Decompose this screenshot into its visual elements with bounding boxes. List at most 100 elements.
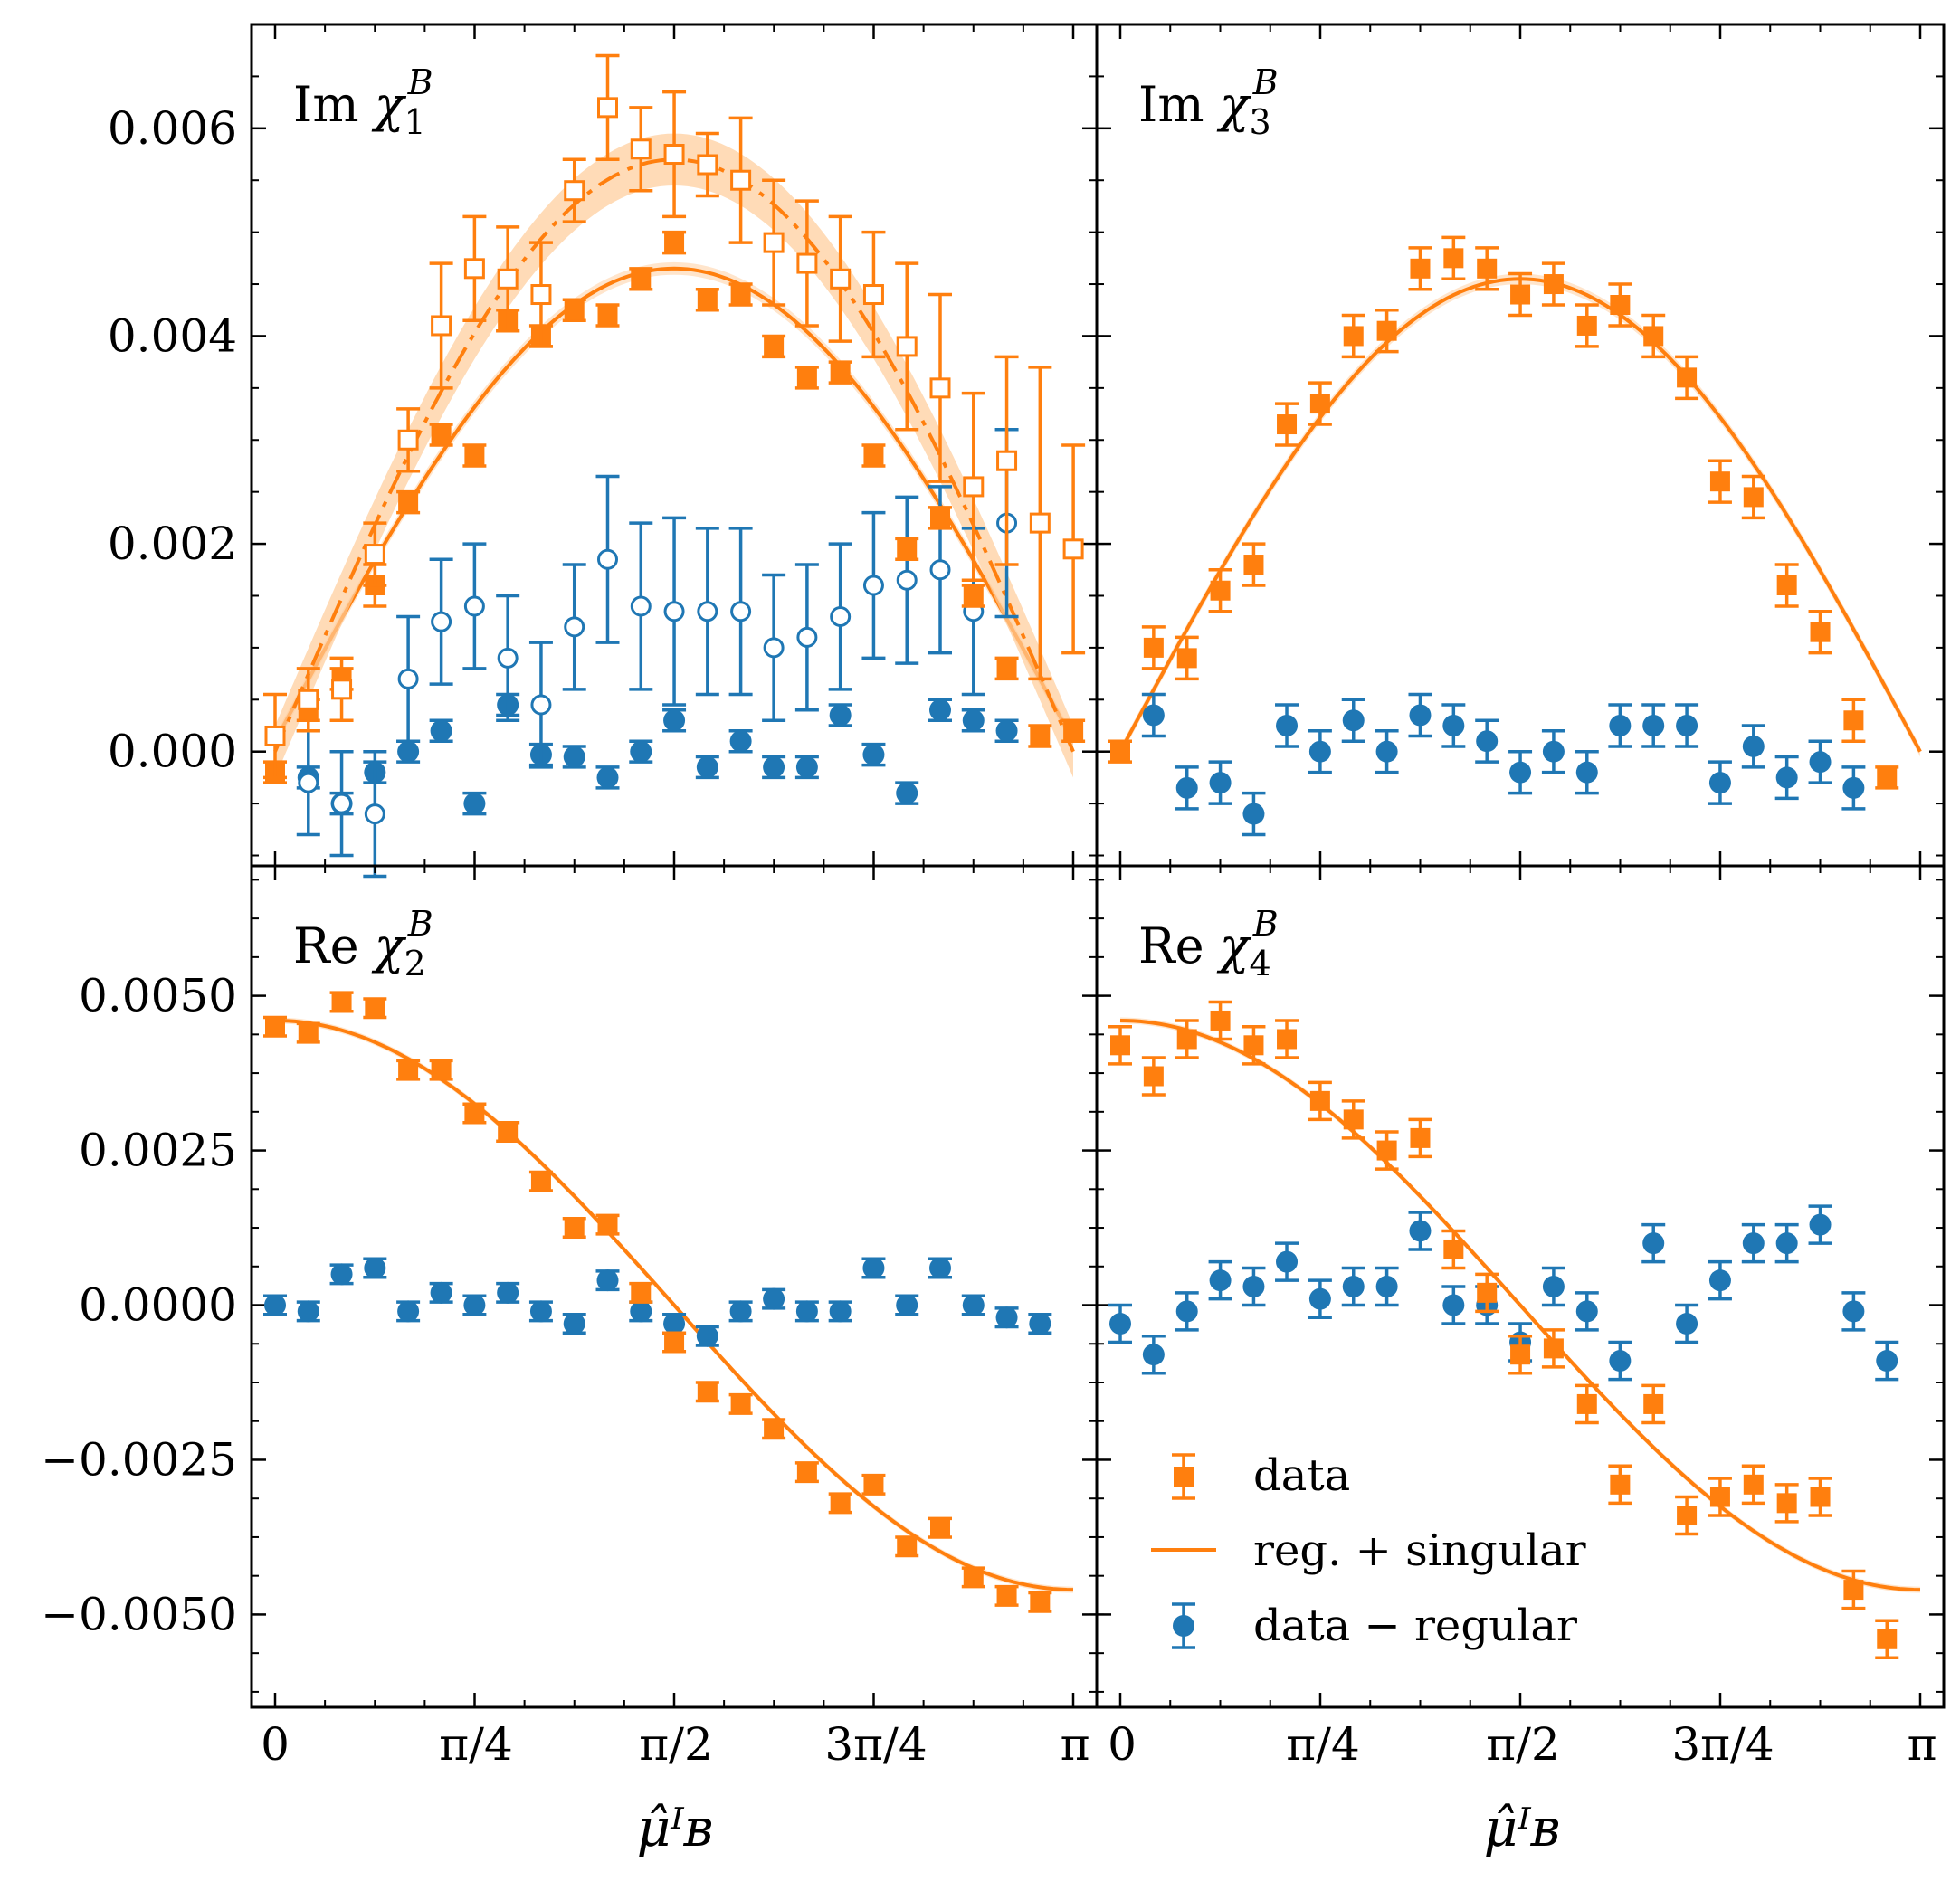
data-point [331, 679, 353, 700]
x-tick-label: 3π/4 [1671, 1718, 1774, 1771]
data-point [1708, 1269, 1731, 1292]
data-point [1175, 776, 1198, 799]
data-point [1676, 715, 1698, 736]
data-point [862, 284, 884, 306]
data-point [1842, 776, 1865, 799]
data-point [1110, 1035, 1130, 1056]
data-point [1143, 1066, 1164, 1087]
x-tick-labels-left: 0 π/4 π/2 3π/4 π [261, 1718, 1089, 1771]
data-point [1510, 284, 1531, 305]
data-point [431, 315, 452, 337]
data-point [829, 1300, 852, 1323]
data-point [331, 793, 353, 814]
data-point [530, 284, 552, 306]
data-point [298, 1022, 319, 1043]
data-point [563, 1313, 585, 1335]
data-point [697, 1382, 718, 1402]
data-point [431, 424, 452, 445]
data-point [697, 601, 718, 622]
data-point [1375, 1276, 1398, 1297]
data-point [563, 746, 585, 768]
data-point [1308, 1287, 1331, 1310]
panel-title-symbol: χ [1216, 76, 1252, 133]
x-tick-label: π/4 [439, 1718, 513, 1771]
data-point [530, 694, 552, 716]
data-point [795, 755, 818, 778]
data-point [330, 1263, 353, 1286]
data-point [1876, 1350, 1898, 1373]
data-point [862, 1257, 885, 1279]
panel-title-superscript: B [407, 62, 433, 102]
data-point [663, 144, 685, 166]
data-point [1376, 320, 1397, 341]
data-point [298, 772, 319, 793]
data-point [1810, 1487, 1831, 1507]
data-point [597, 1214, 618, 1235]
data-point [1743, 1474, 1764, 1495]
data-point [930, 508, 951, 528]
fit-line [1118, 277, 1922, 753]
data-point [796, 252, 818, 274]
data-point [1309, 1090, 1330, 1111]
data-point [729, 1300, 752, 1323]
data-point [1376, 1140, 1397, 1161]
data-point [1410, 258, 1431, 279]
data-point [663, 601, 685, 622]
data-point [1176, 648, 1197, 669]
data-point [1029, 512, 1051, 534]
data-point [896, 336, 918, 357]
data-point [1877, 1629, 1898, 1649]
data-point [1542, 740, 1565, 763]
data-point [1842, 1300, 1865, 1323]
data-point [1742, 735, 1765, 757]
data-point [696, 1325, 718, 1347]
data-point [996, 1585, 1017, 1606]
data-point [963, 476, 985, 498]
data-point [364, 803, 385, 825]
data-point [1609, 1350, 1632, 1373]
data-point [962, 709, 985, 732]
data-point [1176, 1029, 1197, 1050]
data-point [1609, 715, 1632, 736]
data-point [730, 284, 751, 305]
panel-title-prefix: Im [1138, 76, 1220, 133]
data-point [630, 138, 652, 160]
legend-marker-data [1172, 1453, 1195, 1500]
data-point [398, 492, 419, 513]
data-point [1542, 1276, 1565, 1297]
data-point [463, 1294, 486, 1316]
data-point [730, 1393, 751, 1414]
data-point [1142, 704, 1165, 727]
data-point [796, 626, 818, 648]
data-point [995, 1306, 1018, 1329]
data-point [1810, 622, 1831, 642]
data-point [929, 559, 951, 581]
data-point [1643, 1393, 1664, 1414]
data-point [1708, 772, 1731, 794]
data-point [996, 658, 1017, 679]
panel-title-symbol: χ [371, 917, 407, 974]
data-point [1642, 1232, 1665, 1255]
data-point [1209, 772, 1232, 794]
data-point [430, 719, 452, 742]
data-point [297, 1300, 319, 1323]
data-point [1509, 761, 1532, 784]
data-point [1643, 326, 1664, 347]
data-point [1409, 704, 1432, 727]
x-tick-label: π/4 [1286, 1718, 1360, 1771]
panel-title-superscript: B [407, 904, 433, 944]
x-tick-label: π/2 [1486, 1718, 1560, 1771]
fit-line [274, 1019, 1074, 1592]
y-tick-label: 0.002 [108, 518, 237, 570]
data-point [830, 605, 852, 627]
y-tick-label: −0.0025 [41, 1433, 237, 1486]
x-tick-label: 0 [261, 1718, 290, 1771]
x-tick-label: π [1061, 1718, 1090, 1771]
data-point [1342, 1276, 1365, 1297]
data-point [397, 1300, 420, 1323]
data-point [1476, 730, 1499, 753]
data-point [1277, 414, 1298, 435]
data-point [597, 548, 619, 570]
panel-title: Re χ2B [293, 904, 433, 983]
